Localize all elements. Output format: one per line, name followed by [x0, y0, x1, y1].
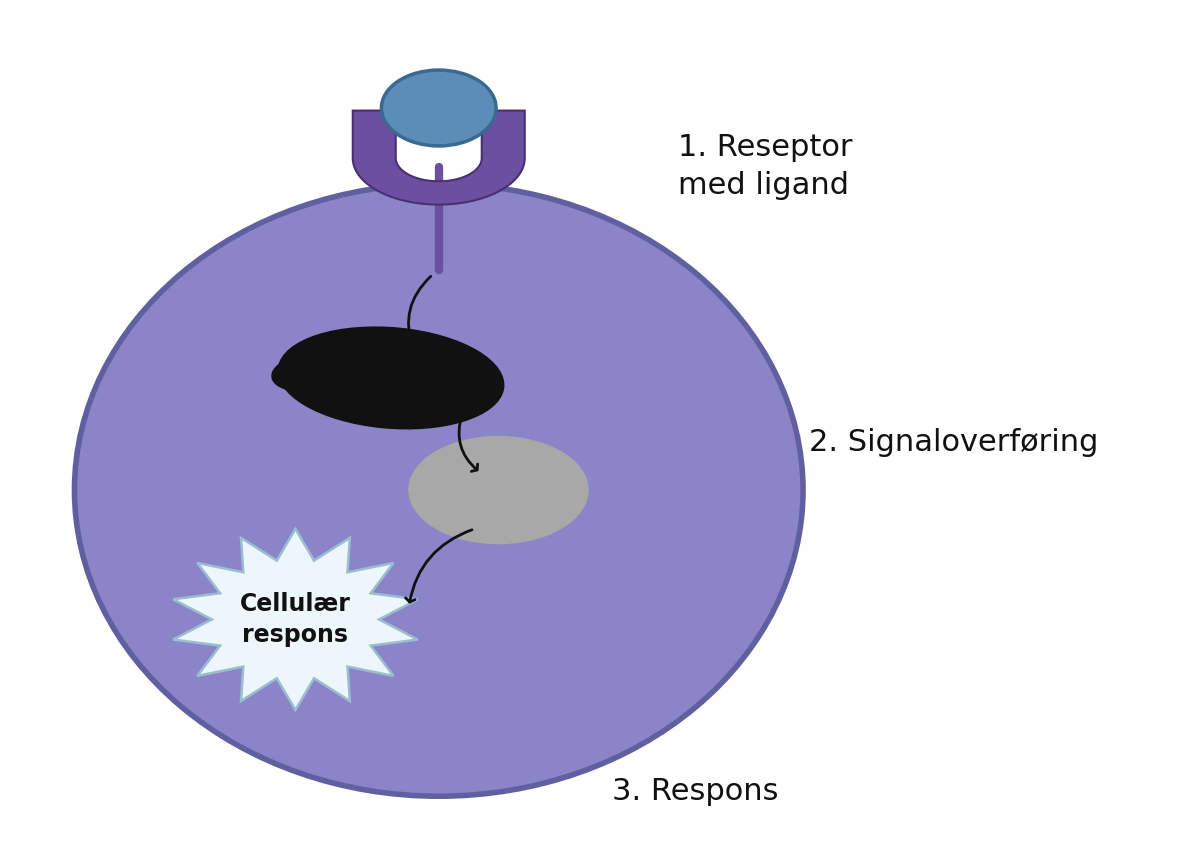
- Ellipse shape: [382, 70, 496, 146]
- Text: 1. Reseptor
med ligand: 1. Reseptor med ligand: [678, 133, 852, 201]
- Ellipse shape: [74, 184, 803, 796]
- Polygon shape: [353, 110, 524, 205]
- Ellipse shape: [278, 327, 504, 429]
- Polygon shape: [173, 529, 418, 710]
- Text: 3. Respons: 3. Respons: [612, 778, 779, 806]
- Text: Cellulær
respons: Cellulær respons: [240, 592, 350, 647]
- Ellipse shape: [409, 437, 588, 543]
- Ellipse shape: [272, 357, 331, 391]
- Text: 2. Signaloverføring: 2. Signaloverføring: [809, 428, 1098, 457]
